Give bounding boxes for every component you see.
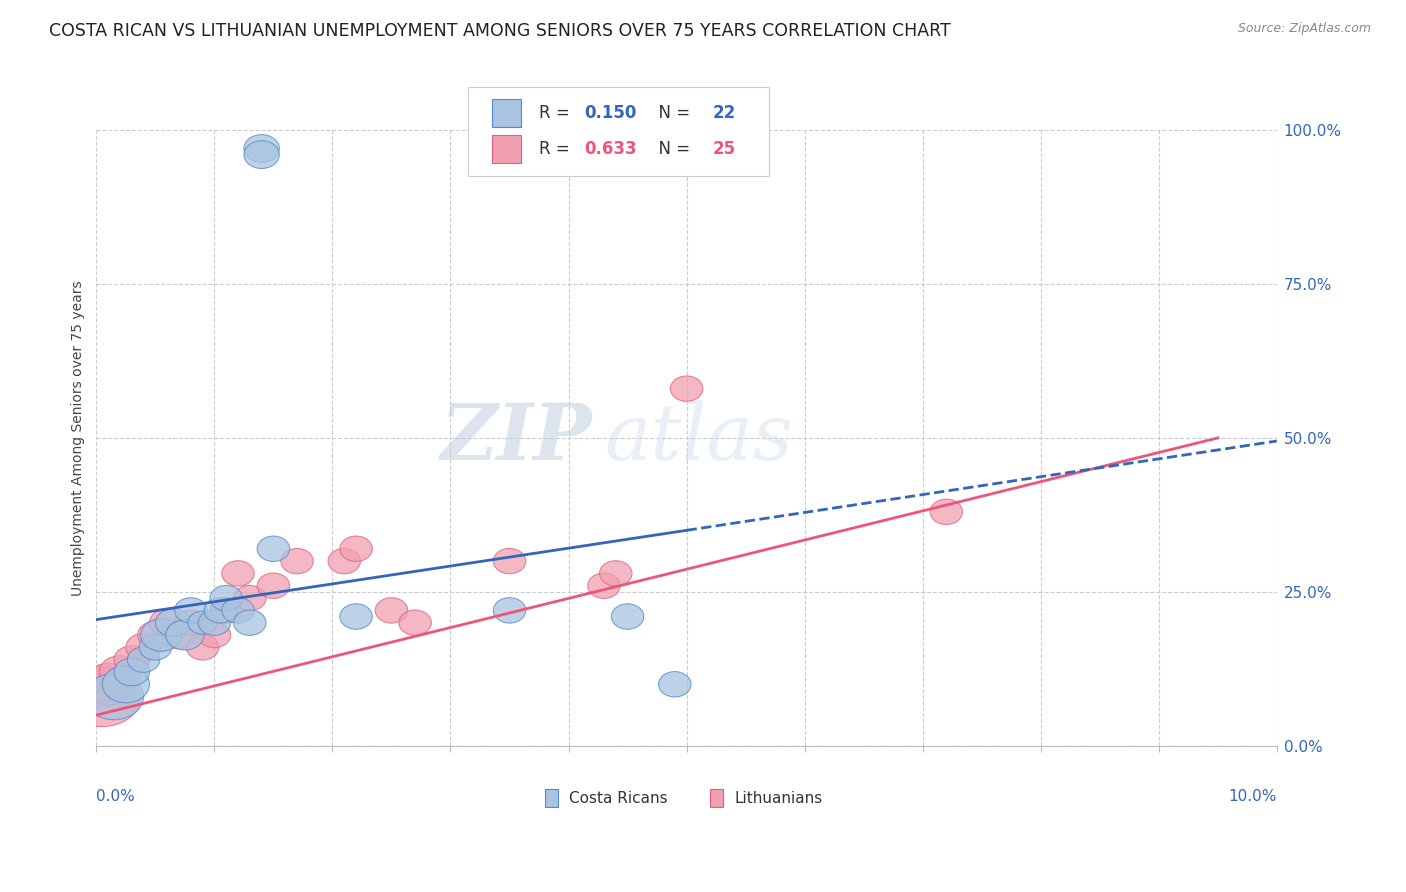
Ellipse shape [149,609,184,637]
Ellipse shape [188,611,218,634]
Ellipse shape [174,598,207,624]
Ellipse shape [233,585,266,611]
Ellipse shape [375,598,408,624]
Ellipse shape [127,633,162,661]
FancyBboxPatch shape [492,99,522,127]
Text: R =: R = [538,104,575,122]
Ellipse shape [204,598,236,624]
Text: 0.150: 0.150 [583,104,637,122]
Ellipse shape [114,646,149,673]
Text: 25: 25 [713,140,735,158]
Ellipse shape [222,561,254,586]
Ellipse shape [174,610,207,635]
Ellipse shape [257,573,290,599]
FancyBboxPatch shape [468,87,769,177]
Text: Lithuanians: Lithuanians [735,790,823,805]
Ellipse shape [141,619,181,651]
Ellipse shape [187,634,219,660]
Text: 0.0%: 0.0% [97,789,135,804]
Text: R =: R = [538,140,575,158]
Ellipse shape [494,549,526,574]
Text: 10.0%: 10.0% [1229,789,1277,804]
Ellipse shape [494,598,526,624]
Ellipse shape [156,609,191,637]
Text: 0.633: 0.633 [583,140,637,158]
Ellipse shape [257,536,290,561]
Text: COSTA RICAN VS LITHUANIAN UNEMPLOYMENT AMONG SENIORS OVER 75 YEARS CORRELATION C: COSTA RICAN VS LITHUANIAN UNEMPLOYMENT A… [49,22,950,40]
Ellipse shape [103,665,149,703]
Ellipse shape [114,658,149,686]
FancyBboxPatch shape [492,135,522,162]
Ellipse shape [162,621,197,648]
Ellipse shape [166,620,204,650]
Text: Source: ZipAtlas.com: Source: ZipAtlas.com [1237,22,1371,36]
Ellipse shape [82,664,135,705]
Ellipse shape [198,623,231,648]
Ellipse shape [243,141,280,169]
Ellipse shape [233,610,266,635]
Y-axis label: Unemployment Among Seniors over 75 years: Unemployment Among Seniors over 75 years [72,280,86,596]
Ellipse shape [931,500,963,524]
Ellipse shape [128,647,160,673]
Ellipse shape [599,561,633,586]
Ellipse shape [612,604,644,629]
Ellipse shape [588,573,620,599]
Text: N =: N = [648,104,695,122]
Text: ZIP: ZIP [440,400,592,476]
Ellipse shape [100,656,141,688]
Ellipse shape [340,604,373,629]
Ellipse shape [671,376,703,401]
Text: N =: N = [648,140,695,158]
Ellipse shape [209,585,242,611]
Ellipse shape [243,135,280,162]
Ellipse shape [198,610,231,635]
Ellipse shape [63,666,141,727]
Text: 22: 22 [713,104,735,122]
Ellipse shape [328,549,360,574]
FancyBboxPatch shape [546,789,558,807]
Ellipse shape [340,536,373,561]
Ellipse shape [399,610,432,635]
FancyBboxPatch shape [710,789,723,807]
Ellipse shape [138,621,173,648]
Ellipse shape [222,598,254,624]
Ellipse shape [658,672,690,697]
Ellipse shape [84,673,143,720]
Ellipse shape [209,598,242,624]
Text: Costa Ricans: Costa Ricans [569,790,668,805]
Ellipse shape [281,549,314,574]
Ellipse shape [139,634,172,660]
Text: atlas: atlas [605,400,793,476]
